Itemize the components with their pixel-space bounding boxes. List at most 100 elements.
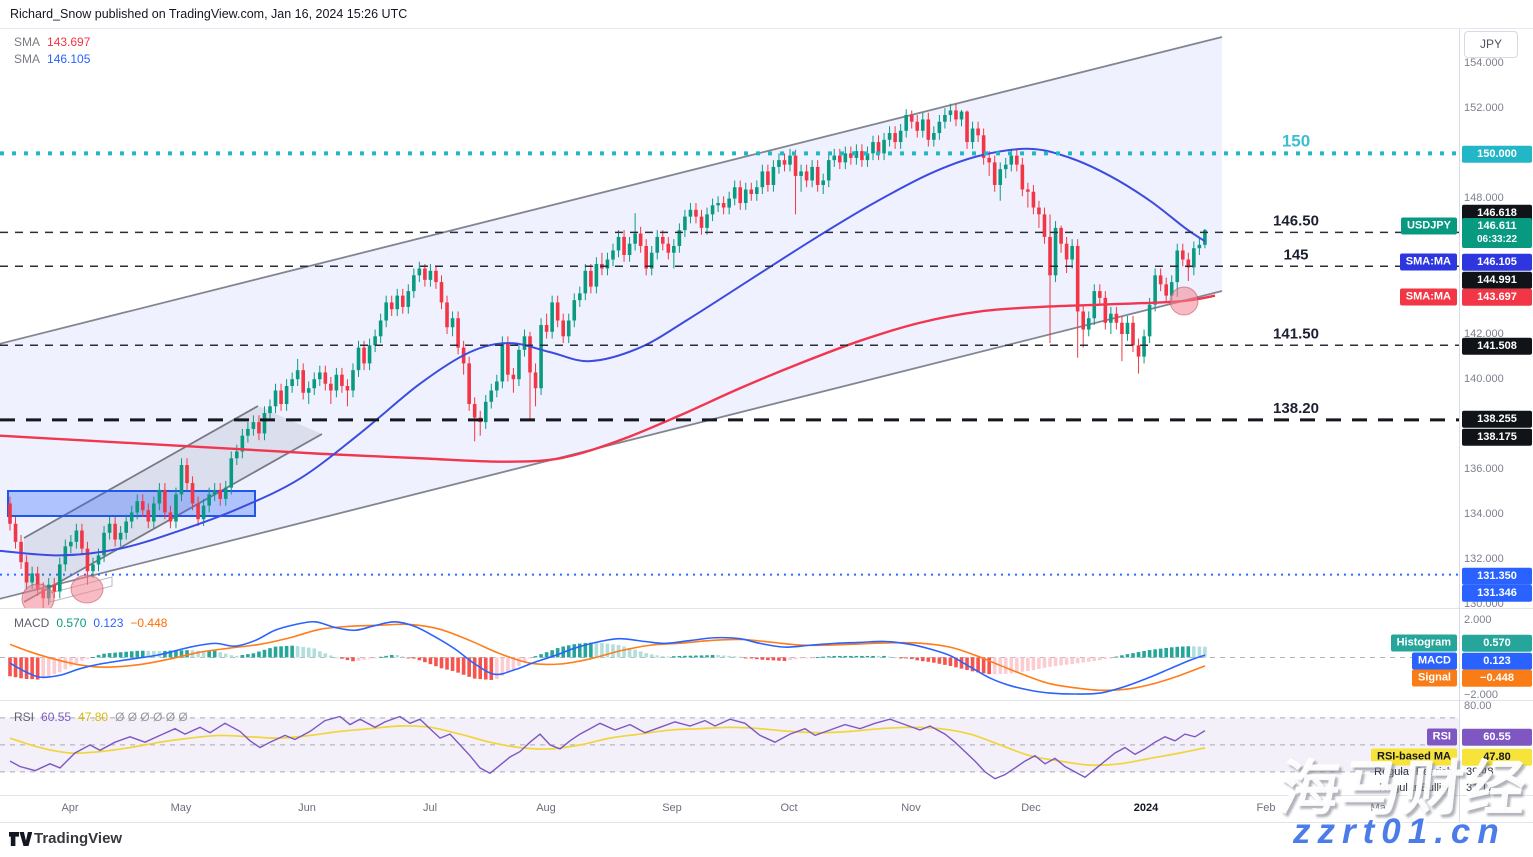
candle[interactable] (323, 372, 328, 384)
candle[interactable] (522, 336, 527, 350)
candle[interactable] (1031, 191, 1036, 208)
highlight-circle[interactable] (21, 583, 55, 614)
candle[interactable] (384, 302, 388, 321)
candle[interactable] (577, 293, 582, 301)
candle[interactable] (412, 275, 416, 292)
candle[interactable] (417, 268, 422, 276)
candle[interactable] (1103, 297, 1108, 323)
candle[interactable] (810, 166, 814, 181)
candle[interactable] (815, 166, 820, 185)
candle[interactable] (113, 523, 117, 540)
candle[interactable] (472, 404, 477, 418)
candle[interactable] (1158, 275, 1163, 285)
tradingview-logo-icon[interactable] (8, 830, 32, 850)
candle[interactable] (743, 189, 748, 204)
candle[interactable] (699, 216, 704, 228)
candle[interactable] (727, 198, 731, 208)
candle[interactable] (168, 512, 173, 522)
candle[interactable] (445, 302, 449, 328)
tradingview-logo-text[interactable]: TradingView (34, 830, 123, 847)
candle[interactable] (240, 435, 245, 452)
candle[interactable] (389, 302, 394, 310)
candle[interactable] (295, 370, 300, 380)
candle[interactable] (495, 381, 499, 391)
candle[interactable] (965, 111, 969, 143)
candle[interactable] (970, 128, 975, 143)
candle[interactable] (506, 343, 510, 375)
candle[interactable] (826, 160, 831, 181)
candle[interactable] (140, 501, 145, 511)
candle[interactable] (102, 532, 106, 556)
candle[interactable] (483, 401, 488, 423)
candle[interactable] (871, 142, 875, 154)
candle[interactable] (235, 451, 239, 459)
candle[interactable] (229, 458, 234, 488)
candle[interactable] (738, 187, 743, 204)
candle[interactable] (467, 363, 471, 405)
sma-red-line[interactable] (0, 294, 1216, 463)
candle[interactable] (1203, 229, 1207, 245)
candle[interactable] (262, 413, 267, 434)
candle[interactable] (13, 523, 18, 542)
candle[interactable] (284, 385, 289, 405)
candle[interactable] (688, 209, 693, 217)
candle[interactable] (1131, 322, 1135, 346)
candle[interactable] (799, 171, 803, 176)
candle[interactable] (351, 370, 355, 391)
candle[interactable] (268, 406, 272, 414)
candle[interactable] (932, 133, 936, 140)
candle[interactable] (1037, 207, 1041, 215)
candle[interactable] (843, 153, 848, 163)
candle[interactable] (1180, 250, 1185, 260)
candle[interactable] (362, 347, 366, 364)
candle[interactable] (1042, 214, 1047, 237)
candle[interactable] (981, 135, 986, 158)
candle[interactable] (107, 523, 112, 533)
candle[interactable] (605, 259, 610, 269)
candle[interactable] (124, 521, 128, 533)
candle[interactable] (223, 487, 228, 499)
candle[interactable] (1053, 227, 1058, 276)
candle[interactable] (406, 291, 411, 307)
candle[interactable] (207, 494, 211, 506)
candle[interactable] (882, 139, 886, 154)
candle[interactable] (898, 130, 903, 143)
candle[interactable] (638, 233, 643, 246)
candle[interactable] (85, 548, 90, 572)
candle[interactable] (378, 320, 383, 337)
candle[interactable] (633, 233, 637, 244)
candle[interactable] (290, 379, 294, 386)
candle[interactable] (566, 320, 571, 337)
candle[interactable] (887, 133, 892, 140)
candle[interactable] (627, 243, 632, 255)
candle[interactable] (312, 379, 317, 389)
candle[interactable] (589, 270, 593, 287)
candle[interactable] (539, 325, 543, 389)
candle[interactable] (937, 121, 942, 134)
candle[interactable] (672, 245, 676, 253)
candle[interactable] (201, 505, 206, 520)
candle[interactable] (550, 302, 554, 332)
candle[interactable] (196, 503, 200, 520)
candle[interactable] (992, 162, 997, 185)
candle[interactable] (218, 489, 223, 499)
rsi-legend[interactable]: RSI 60.55 47.80 Ø Ø Ø Ø Ø Ø (14, 710, 188, 724)
candle[interactable] (1086, 318, 1091, 330)
candle[interactable] (1120, 322, 1124, 335)
candle[interactable] (35, 573, 40, 590)
candle[interactable] (456, 318, 460, 348)
candle[interactable] (212, 489, 217, 495)
candle[interactable] (279, 390, 283, 405)
candle[interactable] (954, 110, 958, 120)
candle[interactable] (190, 483, 195, 504)
candle[interactable] (400, 295, 405, 307)
candle[interactable] (273, 390, 278, 407)
candle[interactable] (1114, 313, 1119, 323)
candle[interactable] (821, 180, 826, 185)
candle[interactable] (423, 268, 427, 280)
candle[interactable] (1142, 336, 1146, 357)
candle[interactable] (860, 151, 864, 161)
candle[interactable] (666, 243, 671, 253)
candle[interactable] (838, 155, 842, 163)
candle[interactable] (771, 166, 776, 185)
